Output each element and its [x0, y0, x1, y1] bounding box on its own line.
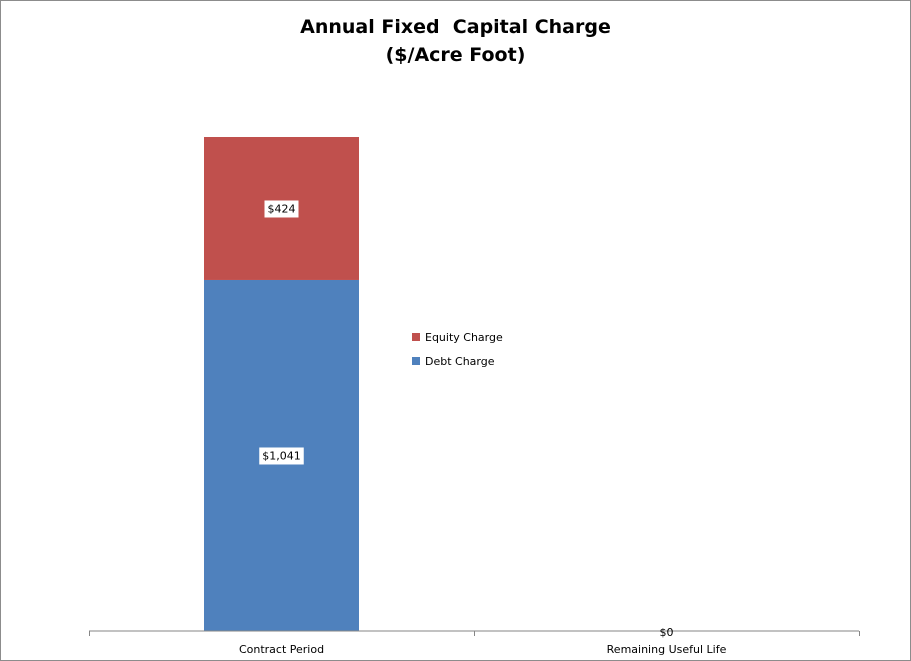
legend-swatch-debt-charge — [412, 357, 420, 365]
legend-label-equity-charge: Equity Charge — [425, 330, 503, 344]
data-label-box-equity-charge-contract-period — [264, 200, 299, 218]
legend-swatch-equity-charge — [412, 333, 420, 341]
legend: Equity Charge Debt Charge — [412, 325, 503, 373]
data-label-debt-charge-contract-period: $1,041 — [262, 449, 301, 462]
legend-item-equity-charge: Equity Charge — [412, 325, 503, 349]
x-tick-label-remaining-useful-life: Remaining Useful Life — [607, 643, 727, 656]
chart-title-line1: Annual Fixed Capital Charge — [300, 16, 611, 38]
chart-title-line2: ($/Acre Foot) — [385, 44, 526, 66]
data-label-equity-charge-contract-period: $424 — [268, 202, 296, 215]
chart-title: Annual Fixed Capital Charge ($/Acre Foot… — [1, 13, 910, 69]
legend-label-debt-charge: Debt Charge — [425, 354, 495, 368]
legend-item-debt-charge: Debt Charge — [412, 349, 503, 373]
data-label-box-debt-charge-contract-period — [259, 447, 304, 465]
x-tick-label-contract-period: Contract Period — [239, 643, 324, 656]
data-label-debt-charge-remaining-useful-life: $0 — [660, 626, 674, 639]
